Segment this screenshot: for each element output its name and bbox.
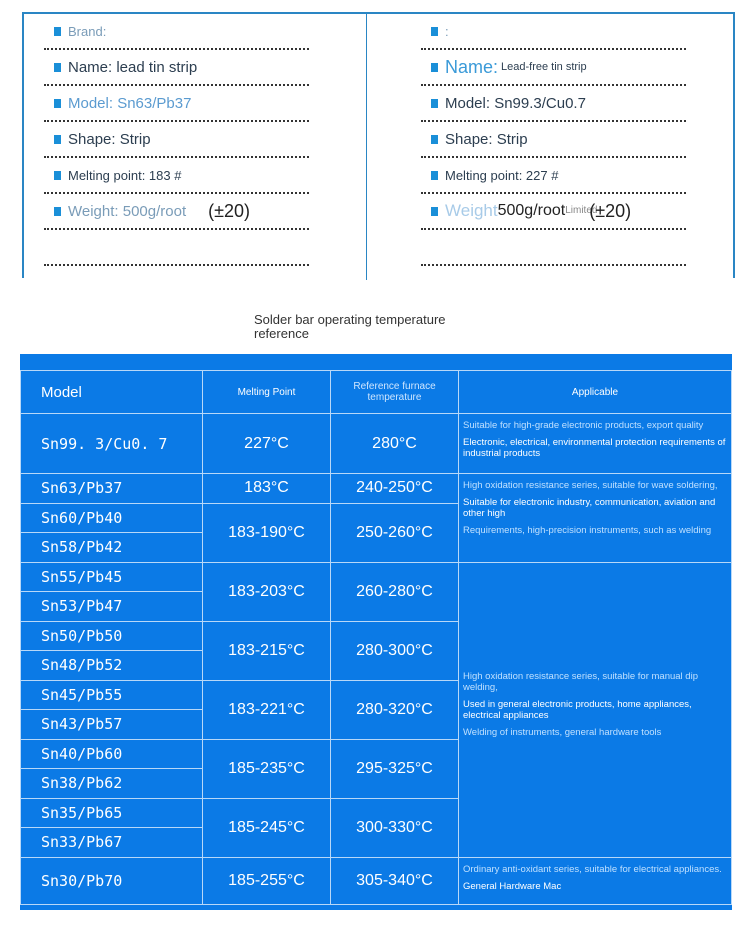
applicable-cell: High oxidation resistance series, suitab… [458, 561, 732, 858]
ref-cell: 280-300°C [330, 620, 459, 681]
melting-cell: 183-215°C [202, 620, 331, 681]
divider [366, 14, 367, 280]
spec-empty [421, 230, 686, 266]
temperature-table: Model Melting Point Reference furnace te… [20, 354, 732, 910]
model-cell: Sn99. 3/Cu0. 7 [20, 413, 203, 474]
model-cell: Sn55/Pb45 [20, 561, 203, 592]
model-cell: Sn30/Pb70 [20, 856, 203, 905]
spec-name: Name: Lead-free tin strip [421, 50, 686, 86]
spec-name: Name: lead tin strip [44, 50, 309, 86]
bullet-icon [54, 26, 61, 36]
table-row: Sn40/Pb60 185-235°C 295-325°C [20, 738, 732, 799]
bullet-icon [431, 26, 438, 36]
model-cell: Sn43/Pb57 [20, 709, 203, 740]
applicable-text: Used in general electronic products, hom… [463, 698, 692, 721]
model-cell: Sn33/Pb67 [20, 827, 203, 858]
model-cell: Sn48/Pb52 [20, 650, 203, 681]
table-row: Sn50/Pb50 183-215°C 280-300°C [20, 620, 732, 681]
melting-cell: 183-190°C [202, 502, 331, 563]
spec-melting: Melting point: 227 # [421, 158, 686, 194]
table-row: Sn53/Pb47 [20, 591, 732, 622]
applicable-text: Electronic, electrical, environmental pr… [463, 437, 726, 459]
spec-empty [44, 230, 309, 266]
melting-cell: 185-235°C [202, 738, 331, 799]
bullet-icon [54, 134, 61, 144]
table-row: Sn45/Pb55 183-221°C 280-320°C [20, 679, 732, 740]
melting-cell: 185-255°C [202, 856, 331, 905]
model-cell: Sn40/Pb60 [20, 738, 203, 769]
spec-left: Brand: Name: lead tin strip Model: Sn63/… [44, 14, 309, 266]
model-cell: Sn38/Pb62 [20, 768, 203, 799]
applicable-text: Welding of instruments, general hardware… [463, 726, 662, 738]
spec-shape: Shape: Strip [44, 122, 309, 158]
model-cell: Sn63/Pb37 [20, 473, 203, 504]
spec-right: : Name: Lead-free tin strip Model: Sn99.3… [421, 14, 686, 266]
spec-weight: Weight 500g/root Limited (±20) [421, 194, 686, 230]
applicable-cell: Suitable for high-grade electronic produ… [458, 413, 732, 474]
bullet-icon [431, 134, 438, 144]
applicable-text: Ordinary anti-oxidant series, suitable f… [463, 863, 722, 875]
bullet-icon [54, 170, 61, 180]
table-row: Sn99. 3/Cu0. 7 227°C 280°C Suitable for hig… [20, 413, 732, 474]
bullet-icon [431, 62, 438, 72]
table-row: Sn30/Pb70 185-255°C 305-340°C Ordinary anti… [20, 856, 732, 905]
table-row: Sn58/Pb42 [20, 532, 732, 563]
spec-weight: Weight: 500g/root (±20) [44, 194, 309, 230]
table-header: Model Melting Point Reference furnace te… [20, 370, 732, 414]
header-app: Applicable [458, 370, 732, 414]
bullet-icon [431, 170, 438, 180]
applicable-text: Requirements, high-precision instruments… [463, 525, 712, 536]
ref-cell: 295-325°C [330, 738, 459, 799]
melting-cell: 185-245°C [202, 797, 331, 858]
model-cell: Sn53/Pb47 [20, 591, 203, 622]
ref-cell: 260-280°C [330, 561, 459, 622]
spec-melting: Melting point: 183 # [44, 158, 309, 194]
spec-panel: Brand: Name: lead tin strip Model: Sn63/… [22, 12, 735, 280]
model-cell: Sn60/Pb40 [20, 502, 203, 533]
bullet-icon [54, 206, 61, 216]
table-row: Sn38/Pb62 [20, 768, 732, 799]
table-row: Sn55/Pb45 183-203°C 260-280°C High oxidatio… [20, 561, 732, 858]
table-title: Solder bar operating temperature referen… [254, 312, 446, 341]
applicable-text: General Hardware Mac [463, 880, 562, 892]
melting-cell: 183°C [202, 473, 331, 504]
applicable-text: High oxidation resistance series, suitab… [463, 670, 698, 693]
table-row: Sn33/Pb67 [20, 827, 732, 858]
applicable-cell: High oxidation resistance series, suitab… [458, 473, 732, 563]
header-melting: Melting Point [202, 370, 331, 414]
spec-brand: : [421, 14, 686, 50]
applicable-text: High oxidation resistance series, suitab… [463, 480, 718, 491]
applicable-text: Suitable for high-grade electronic produ… [463, 420, 704, 431]
ref-cell: 280-320°C [330, 679, 459, 740]
melting-cell: 227°C [202, 413, 331, 474]
table-row: Sn63/Pb37 183°C 240-250°C High oxidation re… [20, 473, 732, 563]
spec-model: Model: Sn63/Pb37 [44, 86, 309, 122]
bullet-icon [54, 62, 61, 72]
bullet-icon [54, 98, 61, 108]
applicable-text: Suitable for electronic industry, commun… [463, 497, 716, 519]
model-cell: Sn45/Pb55 [20, 679, 203, 710]
ref-cell: 300-330°C [330, 797, 459, 858]
applicable-cell: Ordinary anti-oxidant series, suitable f… [458, 856, 732, 905]
table-row: Sn60/Pb40 183-190°C 250-260°C [20, 502, 732, 563]
ref-cell: 240-250°C [330, 473, 459, 504]
model-cell: Sn50/Pb50 [20, 620, 203, 651]
ref-cell: 280°C [330, 413, 459, 474]
ref-cell: 250-260°C [330, 502, 459, 563]
bullet-icon [431, 98, 438, 108]
table-row: Sn43/Pb57 [20, 709, 732, 740]
melting-cell: 183-203°C [202, 561, 331, 622]
model-cell: Sn35/Pb65 [20, 797, 203, 828]
spec-model: Model: Sn99.3/Cu0.7 [421, 86, 686, 122]
bullet-icon [431, 206, 438, 216]
melting-cell: 183-221°C [202, 679, 331, 740]
spec-brand: Brand: [44, 14, 309, 50]
table-row: Sn48/Pb52 [20, 650, 732, 681]
spec-shape: Shape: Strip [421, 122, 686, 158]
ref-cell: 305-340°C [330, 856, 459, 905]
header-ref: Reference furnace temperature [330, 370, 459, 414]
header-model: Model [20, 370, 203, 414]
table-row: Sn35/Pb65 185-245°C 300-330°C [20, 797, 732, 858]
model-cell: Sn58/Pb42 [20, 532, 203, 563]
